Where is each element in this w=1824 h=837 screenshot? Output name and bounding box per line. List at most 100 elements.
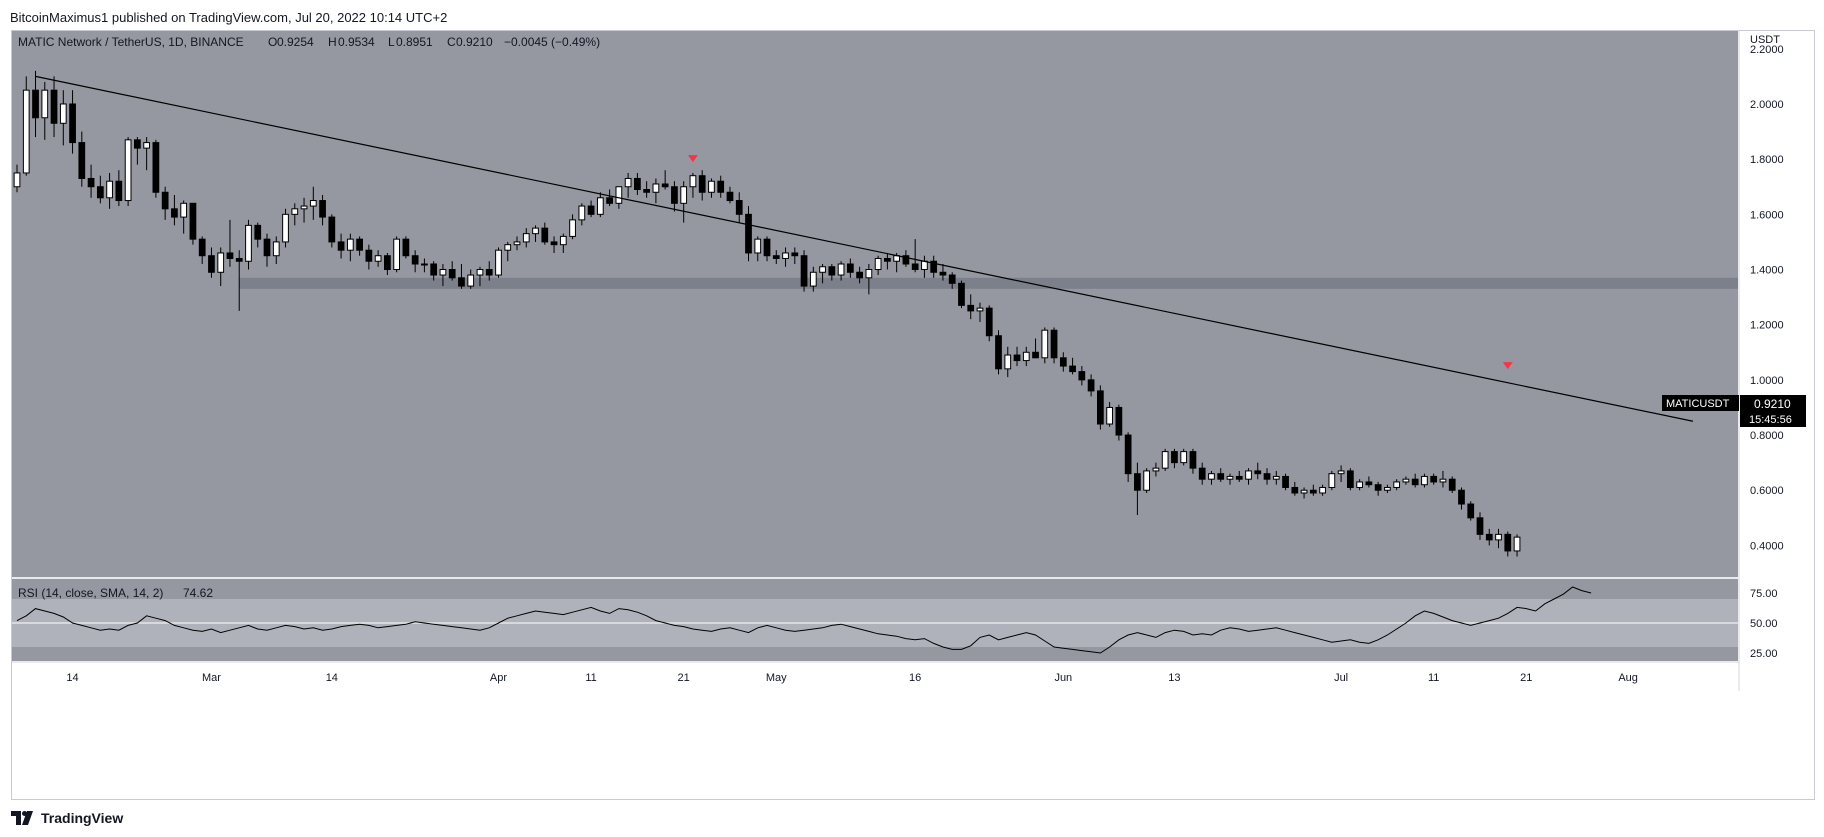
candle-body bbox=[41, 89, 49, 119]
candle-body bbox=[596, 197, 604, 215]
descending-trendline bbox=[35, 75, 1694, 422]
candle-body bbox=[967, 304, 975, 312]
last-price-tag[interactable]: MATICUSDT 0.9210 15:45:56 bbox=[1662, 395, 1806, 427]
candle-body bbox=[1106, 406, 1113, 425]
candle-body bbox=[1402, 478, 1410, 483]
candle-body bbox=[1448, 478, 1456, 491]
candle-body bbox=[661, 183, 669, 188]
candle-body bbox=[1161, 451, 1169, 469]
candle-body bbox=[985, 307, 993, 337]
candle-body bbox=[439, 269, 447, 276]
candle-body bbox=[652, 183, 660, 193]
candle-body bbox=[171, 208, 178, 218]
candle-body bbox=[1208, 473, 1215, 480]
candle-body bbox=[680, 186, 688, 204]
candle-body bbox=[32, 89, 39, 119]
candle-body bbox=[559, 235, 567, 246]
candle-body bbox=[1291, 486, 1299, 494]
rejection-marker-icon bbox=[1502, 362, 1513, 370]
candle-body bbox=[189, 202, 197, 240]
time-tick-label: 14 bbox=[326, 672, 338, 684]
candle-body bbox=[819, 266, 826, 273]
candle-body bbox=[698, 175, 706, 193]
candle-body bbox=[1096, 390, 1104, 425]
price-chart-svg[interactable]: 2.2000 2.0000 1.8000 1.6000 1.4000 1.2000 1.00… bbox=[12, 31, 1814, 799]
time-tick-label: 11 bbox=[1428, 672, 1439, 684]
candle-body bbox=[634, 177, 641, 191]
candle-body bbox=[717, 180, 725, 193]
tradingview-logo[interactable]: TradingView bbox=[11, 808, 123, 828]
candle-body bbox=[1319, 486, 1326, 494]
candle-body bbox=[180, 202, 188, 218]
candle-body bbox=[1393, 481, 1401, 488]
candle-body bbox=[328, 216, 336, 243]
ohlc-c-label: C bbox=[447, 35, 456, 49]
support-zone-layer bbox=[239, 277, 1738, 289]
candle-body bbox=[458, 277, 465, 287]
candle-body bbox=[421, 263, 428, 266]
time-tick-label: 21 bbox=[678, 672, 690, 684]
candle-body bbox=[1365, 481, 1373, 486]
candle-body bbox=[837, 263, 845, 276]
candle-body bbox=[263, 238, 271, 257]
time-tick-label: 16 bbox=[909, 672, 921, 684]
trendline-layer bbox=[35, 75, 1694, 422]
candle-body bbox=[1032, 351, 1039, 359]
chart-container[interactable]: 2.2000 2.0000 1.8000 1.6000 1.4000 1.2000 1.00… bbox=[11, 30, 1815, 800]
candle-body bbox=[217, 252, 225, 273]
currency-label: USDT bbox=[1750, 34, 1780, 46]
candle-body bbox=[1495, 533, 1502, 541]
candle-body bbox=[1189, 451, 1197, 469]
price-tick-label: 1.2000 bbox=[1750, 320, 1784, 332]
time-axis[interactable]: 14 Mar 14 Apr 11 21 May 16 Jun 13 Jul 11 21 Aug bbox=[66, 672, 1638, 684]
candle-body bbox=[884, 257, 891, 262]
time-tick-label: May bbox=[766, 672, 787, 684]
candle-body bbox=[1245, 470, 1252, 480]
candle-body bbox=[772, 255, 780, 259]
candle-body bbox=[708, 180, 715, 193]
candle-body bbox=[96, 186, 104, 199]
candle-body bbox=[939, 271, 947, 276]
candle-body bbox=[1115, 406, 1123, 436]
rsi-axis[interactable]: 75.00 50.00 25.00 bbox=[1750, 588, 1778, 660]
candle-body bbox=[291, 208, 299, 215]
price-axis[interactable]: 2.2000 2.0000 1.8000 1.6000 1.4000 1.2000 1.00… bbox=[1750, 44, 1784, 553]
candle-body bbox=[374, 255, 382, 262]
candle-body bbox=[1013, 354, 1021, 362]
candle-body bbox=[726, 191, 734, 202]
symbol-title: MATIC Network / TetherUS, 1D, BINANCE bbox=[18, 35, 244, 49]
candle-body bbox=[1504, 533, 1512, 552]
price-tick-label: 2.0000 bbox=[1750, 99, 1784, 111]
candle-body bbox=[911, 263, 919, 271]
candle-body bbox=[1476, 517, 1484, 535]
candle-body bbox=[115, 180, 123, 202]
candle-body bbox=[504, 244, 512, 251]
candle-body bbox=[1254, 470, 1262, 475]
candle-body bbox=[791, 252, 799, 257]
candle-body bbox=[1430, 475, 1438, 483]
ohlc-l-label: L bbox=[388, 35, 395, 49]
candle-body bbox=[958, 282, 965, 306]
ohlc-change: −0.0045 (−0.49%) bbox=[504, 35, 600, 49]
candle-body bbox=[587, 205, 595, 215]
candle-body bbox=[1411, 478, 1419, 486]
time-tick-label: 21 bbox=[1520, 672, 1532, 684]
candle-body bbox=[1485, 533, 1493, 541]
candle-body bbox=[1041, 329, 1049, 359]
candle-body bbox=[87, 177, 95, 188]
price-tick-label: 1.4000 bbox=[1750, 265, 1784, 277]
candle-body bbox=[930, 260, 938, 273]
candle-body bbox=[689, 175, 697, 188]
candle-body bbox=[485, 269, 493, 276]
candle-body bbox=[1458, 489, 1465, 505]
candle-body bbox=[245, 224, 252, 262]
candle-body bbox=[606, 197, 613, 204]
candle-body bbox=[1050, 329, 1058, 359]
candle-body bbox=[161, 191, 169, 210]
tradingview-brand: TradingView bbox=[41, 810, 124, 826]
candle-body bbox=[1374, 484, 1382, 491]
tradingview-logo-icon bbox=[11, 811, 33, 825]
candle-body bbox=[282, 213, 289, 243]
candle-body bbox=[735, 200, 743, 215]
candle-body bbox=[800, 255, 808, 287]
